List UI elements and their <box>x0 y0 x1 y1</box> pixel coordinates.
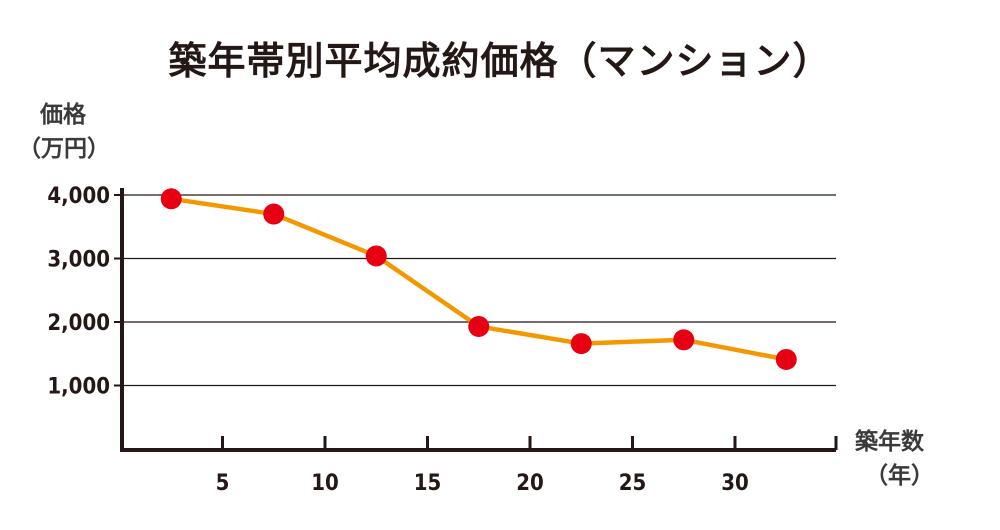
x-tick-label-25: 25 <box>619 471 647 496</box>
y-tick-label-4000: 4,000 <box>47 184 110 209</box>
x-tick-label-15: 15 <box>414 471 442 496</box>
data-point-0 <box>160 188 182 210</box>
y-axis-label-line2: （万円） <box>18 136 110 162</box>
tick-labels: 1,000 2,000 3,000 4,000 5 10 15 20 25 30 <box>47 184 748 496</box>
x-tick-label-5: 5 <box>216 471 230 496</box>
x-tick-label-20: 20 <box>516 471 544 496</box>
axes <box>114 188 838 452</box>
x-tick-label-30: 30 <box>721 471 749 496</box>
x-tick-label-10: 10 <box>311 471 339 496</box>
x-axis-label-line2: （年） <box>865 463 934 489</box>
chart-title: 築年帯別平均成約価格（マンション） <box>168 39 832 83</box>
y-tick-label-1000: 1,000 <box>47 375 110 400</box>
x-axis-label-line1: 築年数 <box>855 429 924 455</box>
data-point-2 <box>365 245 387 267</box>
y-tick-label-3000: 3,000 <box>47 248 110 273</box>
y-tick-label-2000: 2,000 <box>47 311 110 336</box>
y-axis-label-line1: 価格 <box>40 102 86 128</box>
series <box>160 188 797 370</box>
data-point-6 <box>775 348 797 370</box>
gridlines <box>122 194 836 387</box>
data-point-4 <box>570 333 592 355</box>
x-axis-label: 築年数 （年） <box>855 425 965 493</box>
data-point-5 <box>673 329 695 351</box>
data-point-1 <box>263 203 285 225</box>
data-point-3 <box>468 315 490 337</box>
y-axis-label: 価格 （万円） <box>18 98 128 166</box>
